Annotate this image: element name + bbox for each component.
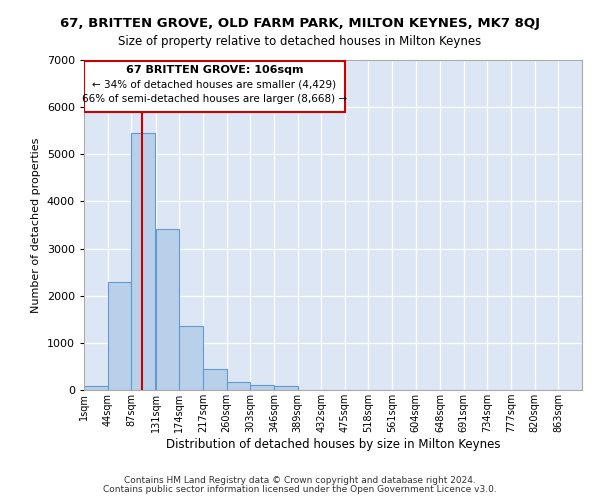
Bar bbox=[155, 229, 179, 390]
Text: Size of property relative to detached houses in Milton Keynes: Size of property relative to detached ho… bbox=[118, 35, 482, 48]
Y-axis label: Number of detached properties: Number of detached properties bbox=[31, 138, 41, 312]
Bar bbox=[84, 62, 345, 112]
Bar bbox=[84, 386, 107, 390]
Text: ← 34% of detached houses are smaller (4,429): ← 34% of detached houses are smaller (4,… bbox=[92, 80, 337, 90]
Bar bbox=[107, 282, 131, 390]
Bar bbox=[250, 386, 274, 390]
Text: 67, BRITTEN GROVE, OLD FARM PARK, MILTON KEYNES, MK7 8QJ: 67, BRITTEN GROVE, OLD FARM PARK, MILTON… bbox=[60, 18, 540, 30]
Text: 67 BRITTEN GROVE: 106sqm: 67 BRITTEN GROVE: 106sqm bbox=[125, 65, 303, 75]
Text: Contains HM Land Registry data © Crown copyright and database right 2024.: Contains HM Land Registry data © Crown c… bbox=[124, 476, 476, 485]
Bar bbox=[131, 133, 155, 390]
X-axis label: Distribution of detached houses by size in Milton Keynes: Distribution of detached houses by size … bbox=[166, 438, 500, 451]
Bar bbox=[227, 382, 250, 390]
Text: Contains public sector information licensed under the Open Government Licence v3: Contains public sector information licen… bbox=[103, 485, 497, 494]
Bar bbox=[274, 386, 298, 390]
Bar bbox=[203, 369, 227, 390]
Text: 66% of semi-detached houses are larger (8,668) →: 66% of semi-detached houses are larger (… bbox=[82, 94, 347, 104]
Bar bbox=[179, 326, 203, 390]
